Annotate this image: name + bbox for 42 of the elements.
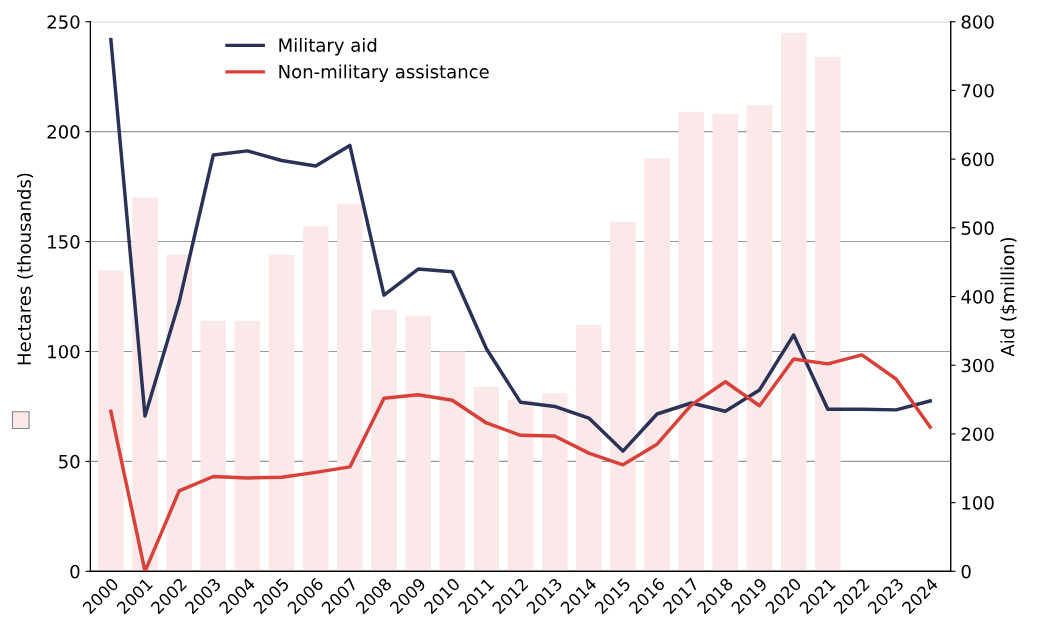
bar: [814, 56, 841, 572]
y-tick-label: 150: [48, 235, 80, 249]
line-series: [109, 37, 932, 453]
y2-tick-label: 200: [961, 427, 994, 442]
line-series: [109, 353, 932, 572]
y-tick-label: 200: [47, 125, 80, 139]
bar: [473, 386, 500, 572]
bar: [610, 221, 636, 572]
bar: [576, 325, 602, 572]
y-axis-title: Hectares (thousands): [17, 173, 34, 365]
legend-label: Non-military assistance: [279, 64, 489, 82]
bar: [268, 254, 295, 572]
y2-tick-label: 100: [962, 496, 994, 510]
bar: [746, 105, 773, 572]
y2-tick-label: 500: [961, 221, 994, 235]
y2-tick-label: 300: [961, 358, 994, 373]
bar: [200, 320, 227, 572]
bar: [337, 204, 363, 572]
bar: [780, 32, 807, 572]
y2-tick-label: 800: [961, 15, 994, 29]
y2-axis-title: Aid ($million): [1000, 237, 1017, 357]
y2-tick-label: 400: [961, 289, 994, 304]
y2-tick-label: 600: [961, 152, 994, 167]
legend-label: Military aid: [279, 37, 377, 56]
y-tick-label: 250: [47, 15, 80, 29]
bar: [712, 114, 739, 572]
bar: [644, 158, 670, 572]
y2-tick-label: 0: [961, 564, 971, 579]
y-tick-label: 100: [48, 344, 80, 359]
bar: [507, 399, 534, 572]
bar: [98, 270, 124, 572]
bar: [234, 320, 261, 572]
y-tick-label: 0: [70, 564, 80, 579]
bar: [166, 254, 192, 572]
y2-tick-label: 700: [961, 83, 994, 98]
bar: [371, 309, 397, 572]
bar: [541, 393, 568, 572]
bar: [302, 226, 329, 572]
bar: [405, 316, 431, 572]
bar: [439, 351, 466, 572]
bar: [678, 111, 705, 572]
y-tick-label: 50: [59, 454, 80, 469]
